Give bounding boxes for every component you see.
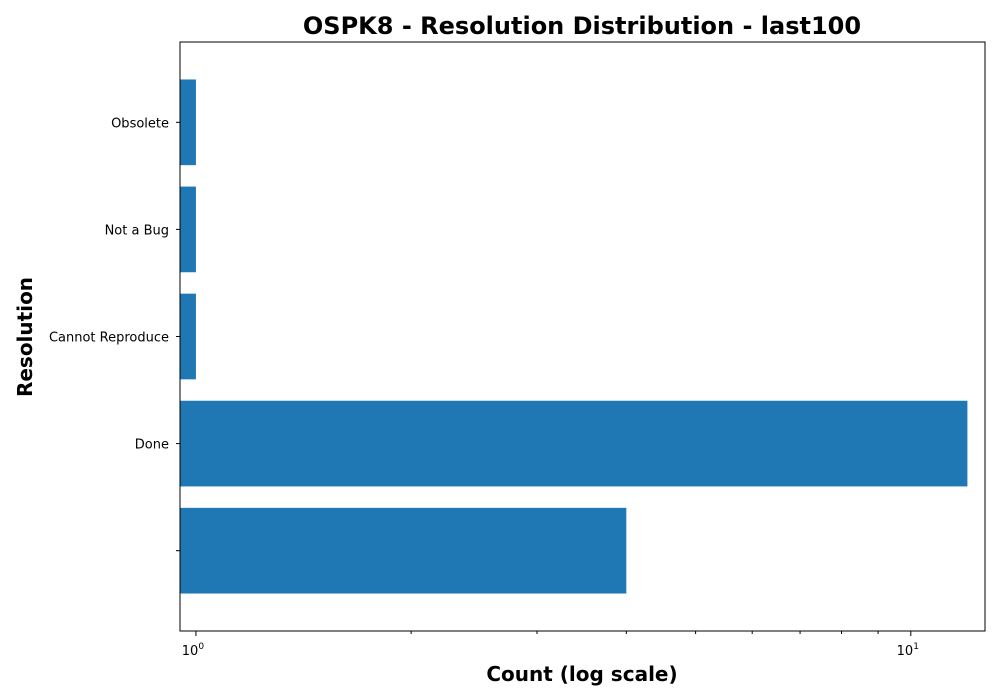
y-tick-label: Obsolete [111, 116, 169, 131]
bar-2 [180, 293, 196, 380]
y-tick-label: Cannot Reproduce [49, 331, 169, 346]
bar-0 [180, 507, 627, 594]
bar-3 [180, 186, 196, 273]
x-ticks-group: 100 101 [182, 631, 919, 659]
y-tick-label: Done [135, 438, 169, 453]
chart-title: OSPK8 - Resolution Distribution - last10… [303, 12, 861, 40]
x-tick-label: 101 [897, 642, 919, 659]
y-axis-label: Resolution [13, 277, 37, 397]
x-tick-label: 100 [182, 642, 205, 659]
x-axis-label: Count (log scale) [486, 662, 677, 686]
bar-4 [180, 79, 196, 166]
bars-group [180, 79, 968, 594]
y-ticks-group: Done Cannot Reproduce Not a Bug Obsolete [49, 116, 180, 552]
x-tick-exponent: 0 [198, 642, 204, 652]
x-tick-base: 10 [182, 644, 199, 659]
plot-frame [179, 41, 986, 632]
x-tick-exponent: 1 [913, 642, 919, 652]
bar-1 [180, 400, 968, 487]
x-tick-base: 10 [897, 644, 914, 659]
y-tick-label: Not a Bug [105, 223, 169, 238]
